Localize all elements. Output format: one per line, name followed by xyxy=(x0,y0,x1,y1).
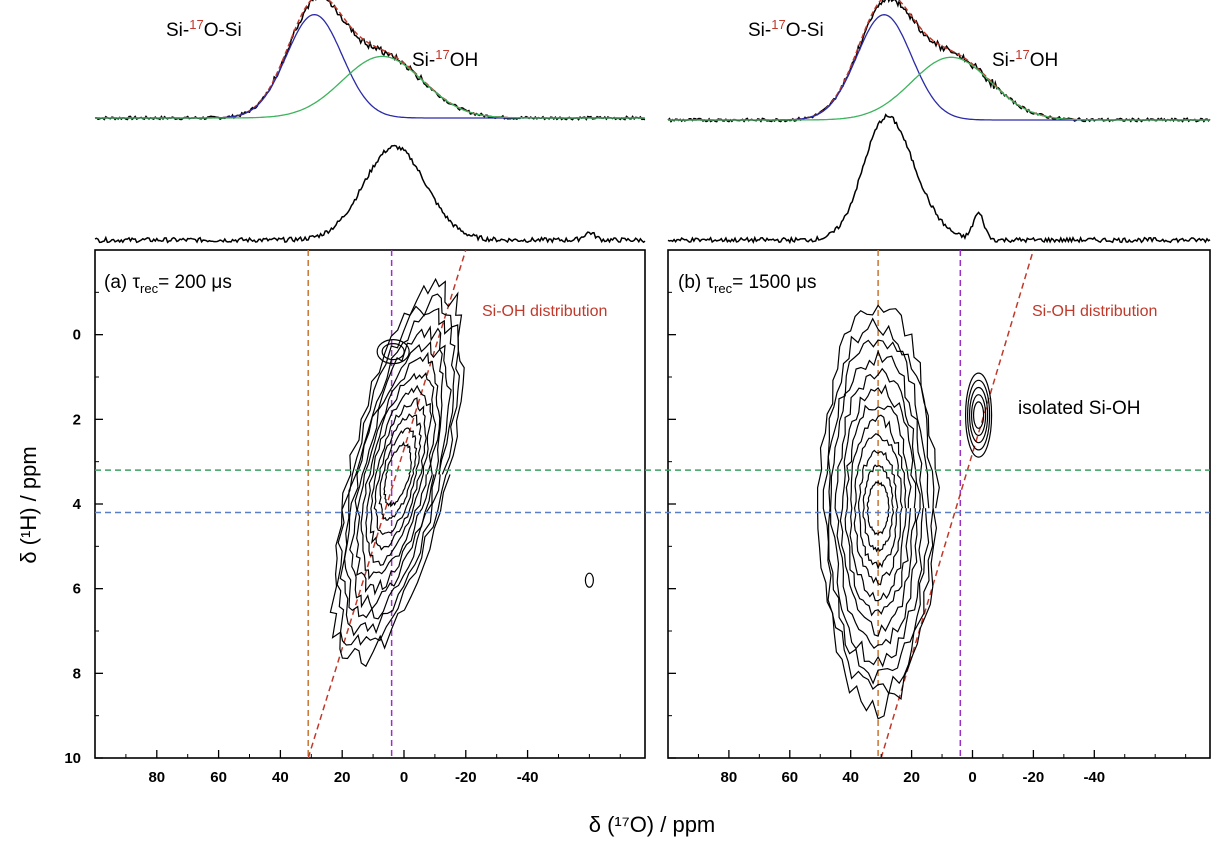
x-tick-label: -20 xyxy=(455,769,477,786)
x-tick-label: 80 xyxy=(148,769,165,786)
contour-level xyxy=(365,384,433,567)
slice-spectrum-a xyxy=(94,144,646,244)
x-ticks-a: 80 60 40 20 0 -20 -40 xyxy=(125,750,621,786)
contour-level xyxy=(839,384,917,637)
si-o-si-label-a: Si-17O-Si xyxy=(166,17,242,41)
contour-level xyxy=(829,349,925,668)
si-oh-component-a xyxy=(95,55,645,119)
contour-level-secondary xyxy=(970,394,987,437)
slice-spectrum-b xyxy=(667,113,1211,245)
contour-level-secondary xyxy=(381,343,405,361)
contour-level xyxy=(834,367,921,649)
y-tick-label: 2 xyxy=(73,411,81,428)
contour-level xyxy=(849,414,907,602)
y-ticks-b xyxy=(668,291,676,759)
contour-level xyxy=(360,371,437,580)
x-axis-title: δ (¹⁷O) / ppm xyxy=(589,812,716,837)
contour-level xyxy=(373,413,422,536)
x-tick-label: 0 xyxy=(400,769,408,786)
x-tick-label: -40 xyxy=(1083,769,1105,786)
contour-level xyxy=(355,351,441,596)
contour-level xyxy=(336,293,461,646)
contour-level-secondary xyxy=(968,386,989,444)
contour-level xyxy=(844,404,912,617)
contours-b xyxy=(816,304,993,720)
distribution-line-a xyxy=(307,250,467,758)
x-tick-label: 60 xyxy=(210,769,227,786)
y-ticks-a: 0 2 4 6 8 10 xyxy=(64,291,103,767)
isolated-si-oh-label: isolated Si-OH xyxy=(1018,398,1141,419)
contour-level xyxy=(383,441,413,508)
si-oh-label-a: Si-17OH xyxy=(412,47,478,71)
panel-a: Si-17O-Si Si-17OH (a) τrec= 200 μs Si-OH… xyxy=(64,0,646,786)
top-spectrum-a: Si-17O-Si Si-17OH xyxy=(94,0,646,121)
si-o-si-label-b: Si-17O-Si xyxy=(748,17,824,41)
x-tick-label: 40 xyxy=(272,769,289,786)
x-ticks-b: 80 60 40 20 0 -20 -40 xyxy=(697,750,1187,786)
contour-level-tiny xyxy=(584,572,594,588)
x-tick-label: 20 xyxy=(903,769,920,786)
y-tick-label: 6 xyxy=(73,581,81,598)
contour-level xyxy=(329,277,465,668)
contour-level-secondary xyxy=(376,339,410,365)
x-tick-label: 80 xyxy=(721,769,738,786)
contour-level xyxy=(339,307,456,637)
x-tick-label: 20 xyxy=(334,769,351,786)
y-tick-label: 0 xyxy=(73,327,81,344)
contour-level xyxy=(343,325,452,620)
contours-a xyxy=(329,277,594,668)
contour-level xyxy=(862,464,895,553)
plot-frame-a xyxy=(94,249,646,759)
si-oh-component-b xyxy=(668,56,1210,121)
contour-level xyxy=(857,449,899,570)
contour-level-secondary xyxy=(964,372,993,458)
contour-level-secondary xyxy=(972,401,985,429)
panel-b: Si-17O-Si Si-17OH (b) τrec= 1500 μs Si-O… xyxy=(667,0,1211,786)
panel-label-b: (b) τrec= 1500 μs xyxy=(678,272,816,296)
y-tick-label: 10 xyxy=(64,750,81,767)
contour-level xyxy=(816,304,940,720)
contour-level-secondary xyxy=(966,379,991,451)
x-tick-label: 60 xyxy=(781,769,798,786)
x-tick-label: 40 xyxy=(842,769,859,786)
y-tick-label: 4 xyxy=(73,496,82,513)
contour-level xyxy=(866,480,890,536)
top-spectrum-b: Si-17O-Si Si-17OH xyxy=(667,0,1211,123)
y-axis-title: δ (¹H) / ppm xyxy=(16,446,41,563)
si-oh-label-b: Si-17OH xyxy=(992,47,1058,71)
distribution-label-a: Si-OH distribution xyxy=(482,303,607,320)
plot-frame-b xyxy=(667,249,1211,759)
x-tick-label: -20 xyxy=(1023,769,1045,786)
panel-label-a: (a) τrec= 200 μs xyxy=(104,272,232,296)
contour-level xyxy=(349,340,444,610)
distribution-line-b xyxy=(880,250,1035,758)
y-tick-label: 8 xyxy=(73,665,81,682)
contour-level xyxy=(853,433,903,586)
distribution-label-b: Si-OH distribution xyxy=(1032,303,1157,320)
x-tick-label: -40 xyxy=(517,769,539,786)
contour-level xyxy=(369,397,427,551)
x-tick-label: 0 xyxy=(968,769,976,786)
